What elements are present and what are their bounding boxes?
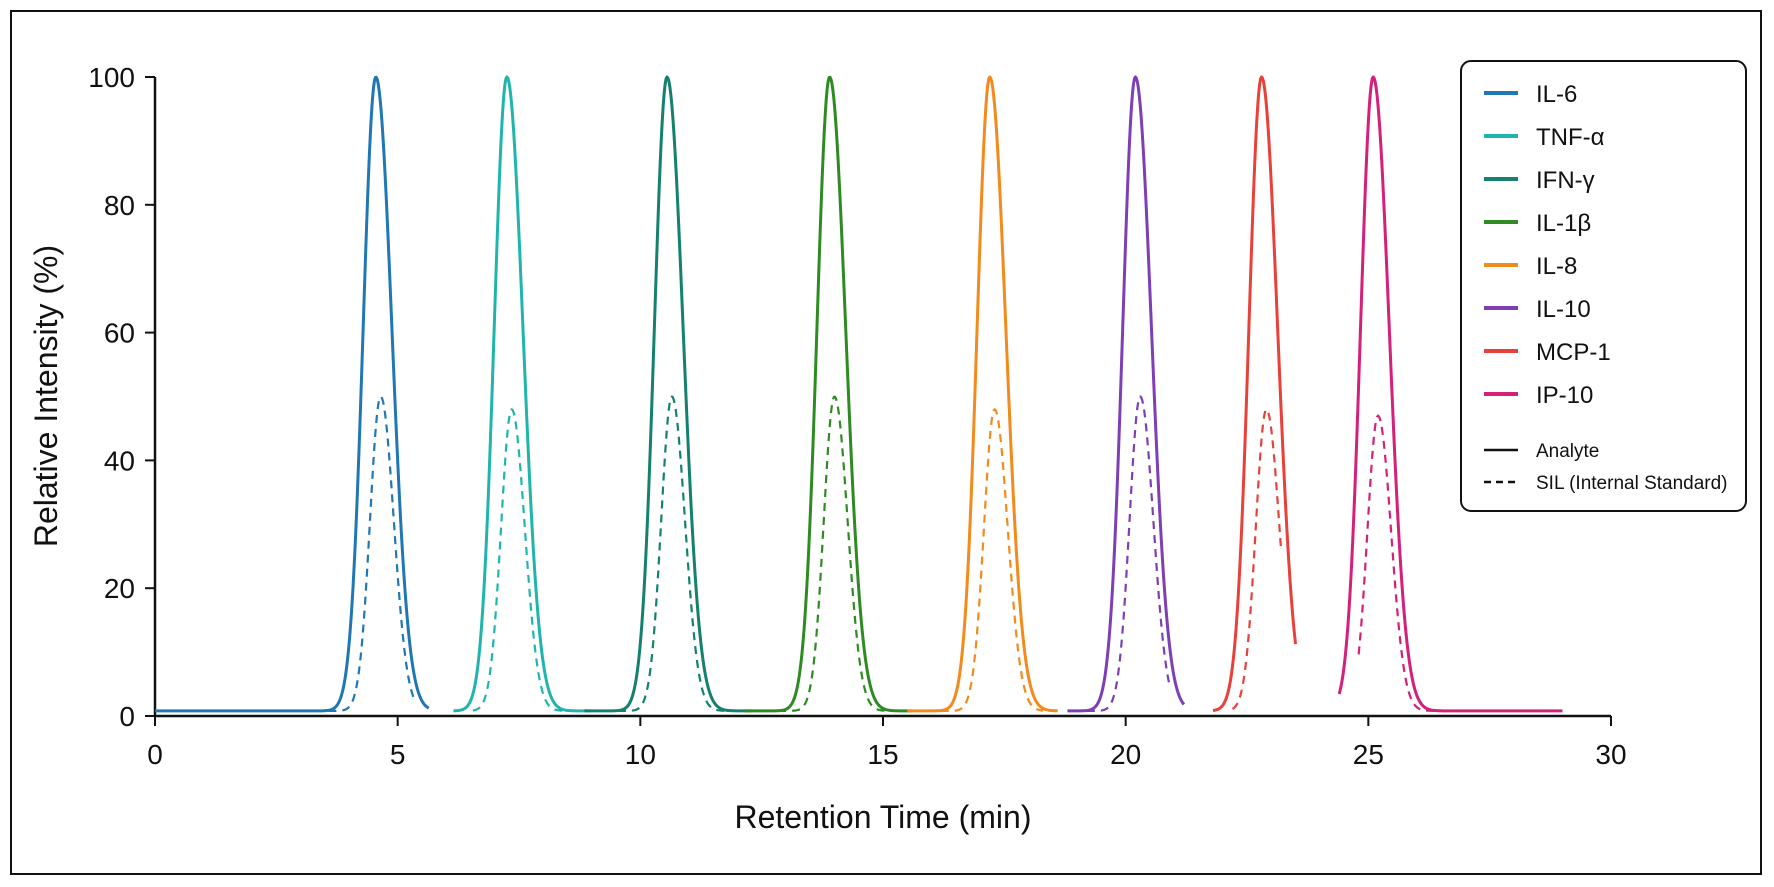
analyte-peak-TNF-α xyxy=(452,75,590,713)
y-tick-label: 40 xyxy=(104,445,135,476)
y-axis-title: Relative Intensity (%) xyxy=(28,245,64,547)
analyte-peak-IL-6 xyxy=(154,75,430,713)
curves xyxy=(154,75,1563,713)
sil-peak-IP-10 xyxy=(1357,414,1549,712)
legend-linestyle-label: SIL (Internal Standard) xyxy=(1536,473,1728,494)
legend-box xyxy=(1460,60,1747,512)
x-tick-label: 25 xyxy=(1353,739,1384,770)
legend-label: IL-8 xyxy=(1536,253,1577,280)
figure-frame xyxy=(10,10,1762,875)
analyte-peak-MCP-1 xyxy=(1212,75,1298,712)
legend: IL-6 TNF-α IFN-γ IL-1β IL-8 IL-10 MCP-1 IP-10 An… xyxy=(1460,60,1747,512)
y-tick-label: 0 xyxy=(119,701,135,732)
sil-peak-TNF-α xyxy=(472,408,575,712)
analyte-peak-IL-10 xyxy=(1066,75,1186,713)
y-tick-label: 80 xyxy=(104,190,135,221)
analyte-peak-IL-8 xyxy=(906,75,1059,713)
legend-label: IL-6 xyxy=(1536,81,1577,108)
y-tick-label: 60 xyxy=(104,318,135,349)
sil-peak-IL-1β xyxy=(763,395,898,712)
legend-label: MCP-1 xyxy=(1536,339,1611,366)
analyte-peak-IL-1β xyxy=(744,75,913,713)
y-tick-label: 100 xyxy=(88,62,135,93)
legend-linestyle-label: Analyte xyxy=(1536,441,1599,462)
x-tick-label: 5 xyxy=(390,739,406,770)
legend-label: IFN-γ xyxy=(1536,167,1595,194)
x-tick-label: 15 xyxy=(867,739,898,770)
x-tick-label: 0 xyxy=(147,739,163,770)
analyte-peak-IFN-γ xyxy=(583,75,752,713)
sil-peak-IL-8 xyxy=(926,408,1044,712)
legend-label: IL-1β xyxy=(1536,210,1591,237)
legend-label: IL-10 xyxy=(1536,296,1591,323)
sil-peak-IL-6 xyxy=(174,395,416,712)
sil-peak-MCP-1 xyxy=(1231,408,1283,710)
x-axis-title: Retention Time (min) xyxy=(735,799,1032,835)
ticks: 0 5 10 15 20 25 30 0 20 40 60 80 100 xyxy=(88,62,1626,770)
x-tick-label: 30 xyxy=(1595,739,1626,770)
y-tick-label: 20 xyxy=(104,573,135,604)
legend-label: IP-10 xyxy=(1536,382,1593,409)
legend-label: TNF-α xyxy=(1536,124,1605,151)
sil-peak-IL-10 xyxy=(1086,395,1171,712)
sil-peak-IFN-γ xyxy=(603,395,738,712)
x-tick-label: 10 xyxy=(625,739,656,770)
x-tick-label: 20 xyxy=(1110,739,1141,770)
